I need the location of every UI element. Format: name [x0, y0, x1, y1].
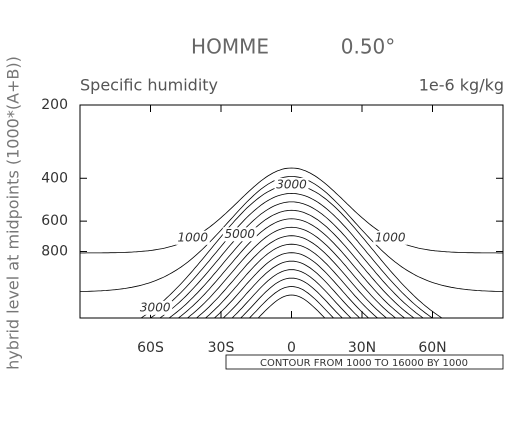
contour-label: 3000	[276, 177, 307, 191]
contour-label: 3000	[140, 300, 171, 314]
contour-label-bg	[138, 300, 173, 315]
contour-line	[213, 252, 370, 318]
contour-label-bg	[373, 230, 408, 245]
contour-line	[186, 226, 397, 318]
contour-label: 5000	[225, 227, 256, 241]
contour-label-bg	[222, 227, 257, 242]
contour-line	[159, 201, 424, 318]
x-tick-label: 30N	[348, 340, 376, 356]
x-tick-label: 60S	[137, 340, 164, 356]
x-tick-label: 60N	[418, 340, 446, 356]
contour-line	[195, 235, 388, 318]
info-label: CONTOUR FROM 1000 TO 16000 BY 1000	[260, 358, 468, 369]
contour-label-bg	[274, 177, 309, 192]
contour-label: 1000	[178, 230, 209, 244]
contour-line	[204, 243, 379, 318]
contour-line	[231, 269, 352, 318]
plot-frame	[79, 104, 504, 319]
contour-line	[248, 286, 335, 318]
contour-label: 1000	[375, 230, 406, 244]
contour-label-bg	[175, 230, 210, 245]
y-tick-label: 600	[41, 213, 68, 229]
contour-line	[257, 294, 326, 318]
contour-line	[149, 192, 434, 318]
contour-line	[177, 218, 406, 318]
x-tick-label: 0	[287, 340, 296, 356]
right-string: 1e-6 kg/kg	[419, 76, 504, 95]
chart-subtitle: 0.50°	[341, 35, 396, 59]
contour-line	[240, 277, 343, 318]
y-tick-label: 200	[41, 97, 68, 113]
chart-title: HOMME	[191, 35, 269, 59]
contour-line	[168, 209, 415, 318]
y-tick-label: 400	[41, 170, 68, 186]
info-box	[225, 354, 504, 370]
y-axis-label: hybrid level at midpoints (1000*(A+B))	[4, 56, 23, 370]
contour-line	[222, 260, 361, 318]
x-tick-label: 30S	[208, 340, 235, 356]
contour-line	[80, 176, 503, 292]
left-string: Specific humidity	[80, 76, 218, 95]
contour-line	[80, 167, 503, 254]
y-tick-label: 800	[41, 244, 68, 260]
